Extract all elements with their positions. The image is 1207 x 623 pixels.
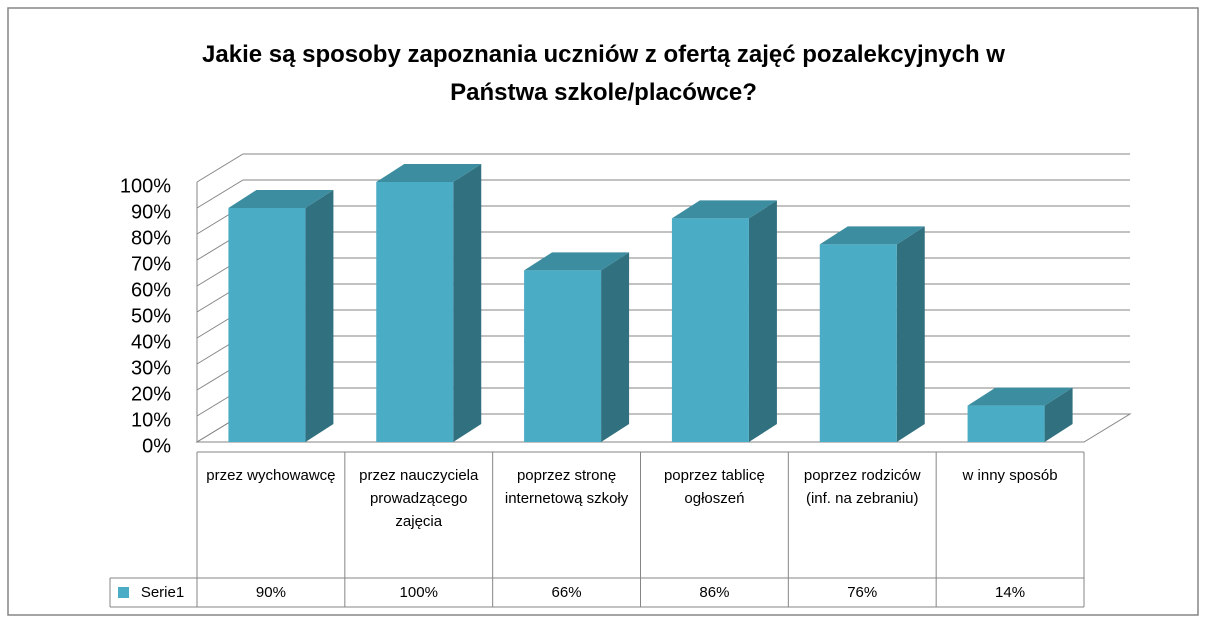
x-tick-label: poprzez rodziców (inf. na zebraniu) [803,467,921,507]
grid-line [196,179,1130,209]
value-label-box: 86% [699,584,730,601]
x-tick-label-box: przez nauczyciela prowadzącego zajęcia [359,467,479,530]
y-tick-label: 70% [131,253,171,275]
legend-label: Serie1 [140,584,185,601]
y-tick-label: 40% [131,331,171,353]
bar-front [376,182,454,442]
bar-front [524,270,602,442]
x-tick-label: w inny sposób [962,467,1058,484]
x-tick-label-box: poprzez tablicę ogłoszeń [663,467,765,507]
y-tick-label: 10% [131,409,171,431]
bar-front [228,208,306,442]
bar-top [819,226,925,245]
value-label: 14% [995,584,1026,601]
value-label: 66% [551,584,582,601]
x-tick-label-box: przez wychowawcę [206,467,336,484]
value-label: 76% [847,584,878,601]
grid-line [196,153,1130,183]
bar-top [524,252,630,271]
value-label: 90% [255,584,286,601]
bar-front [967,405,1045,442]
x-tick-label-box: poprzez stronę internetową szkoły [504,467,629,507]
y-tick-label: 80% [131,227,171,249]
bar [228,190,334,442]
bar-front [671,218,749,442]
x-tick-label: przez nauczyciela prowadzącego zajęcia [359,467,479,530]
x-tick-label-box: poprzez rodziców (inf. na zebraniu) [803,467,921,507]
x-tick-label-box: w inny sposób [962,467,1058,484]
y-tick-label: 0% [142,435,171,457]
chart-title: Jakie są sposoby zapoznania uczniów z of… [202,41,1005,106]
y-tick-label: 60% [131,279,171,301]
y-tick-label: 50% [131,305,171,327]
bar-side [601,252,630,442]
legend-label-box: Serie1 [140,584,185,601]
value-label-box: 76% [847,584,878,601]
y-tick-label: 100% [120,175,171,197]
bar-top [967,387,1073,406]
bar [819,226,925,442]
title-box: Jakie są sposoby zapoznania uczniów z of… [0,36,1207,112]
x-tick-label: poprzez tablicę ogłoszeń [663,467,765,507]
bar-side [305,190,334,442]
bar-front [819,244,897,442]
bar-side [1044,387,1073,442]
bar [671,200,777,442]
bar [376,164,482,442]
y-tick-label: 90% [131,201,171,223]
bar [967,387,1073,442]
bar-top [228,190,334,208]
bar-side [896,226,925,442]
bar-top [376,164,482,182]
bar-top [671,200,777,219]
value-label-box: 14% [995,584,1026,601]
bar [524,252,630,442]
y-tick-label: 30% [131,357,171,379]
value-label: 86% [699,584,730,601]
bar-side [453,164,482,442]
value-label-box: 66% [551,584,582,601]
x-tick-label: poprzez stronę internetową szkoły [504,467,629,507]
value-label: 100% [399,584,438,601]
value-label-box: 100% [399,584,438,601]
bar-side [748,200,777,442]
x-tick-label: przez wychowawcę [206,467,336,484]
y-tick-label: 20% [131,383,171,405]
value-label-box: 90% [255,584,286,601]
legend-swatch [118,587,129,598]
